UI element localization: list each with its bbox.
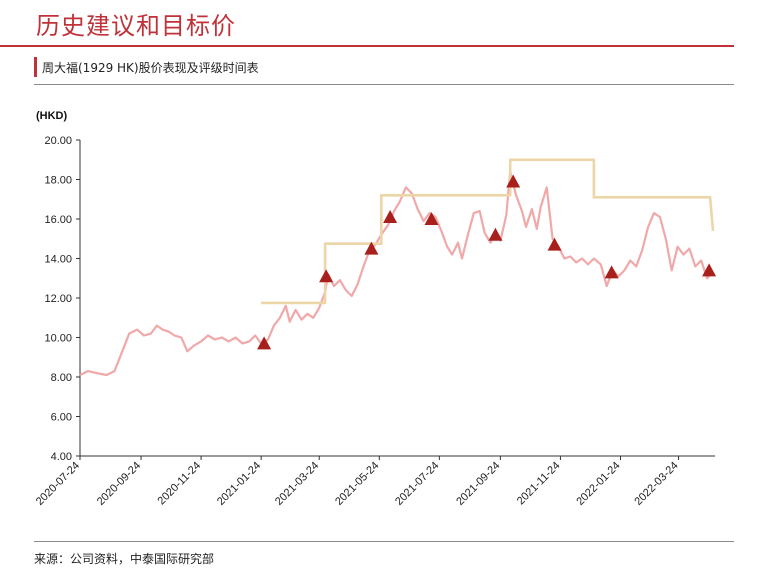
y-tick-label: 14.00 (44, 254, 72, 266)
rating-marker (604, 265, 619, 279)
x-tick-label: 2021-05-24 (333, 460, 381, 508)
title-divider (0, 45, 734, 47)
x-axis: 2020-07-24 2020-09-24 2020-11-24 2021-01-24… (34, 455, 715, 508)
y-axis: 4.00 6.00 8.00 10.00 12.00 14.00 16.00 18.00 20.… (44, 135, 81, 463)
rating-marker (547, 237, 562, 251)
x-tick-label: 2020-07-24 (34, 460, 82, 508)
rating-marker (383, 210, 398, 224)
source-divider (34, 541, 734, 542)
x-tick-label: 2021-07-24 (393, 460, 441, 508)
rating-marker (506, 174, 521, 188)
rating-marker (257, 336, 272, 350)
subtitle-accent-bar (34, 57, 37, 77)
y-tick-label: 8.00 (51, 372, 72, 384)
page-title: 历史建议和目标价 (36, 12, 236, 40)
target-price-series-line (261, 158, 715, 305)
x-tick-label: 2022-01-24 (574, 460, 622, 508)
x-tick-label: 2022-03-24 (632, 460, 680, 508)
y-tick-label: 6.00 (51, 412, 72, 424)
rating-marker (424, 212, 439, 225)
y-tick-label: 16.00 (44, 214, 72, 226)
rating-marker (319, 269, 334, 283)
x-tick-label: 2021-03-24 (273, 460, 321, 508)
chart-subtitle: 周大福(1929 HK)股价表现及评级时间表 (42, 61, 259, 75)
rating-marker (364, 241, 379, 255)
y-tick-label: 10.00 (44, 333, 72, 345)
x-tick-label: 2020-11-24 (156, 460, 204, 508)
y-axis-unit: (HKD) (36, 110, 67, 122)
share-price-series-line (79, 170, 714, 377)
y-tick-label: 20.00 (44, 135, 72, 147)
x-tick-label: 2020-09-24 (95, 460, 143, 508)
x-tick-label: 2021-09-24 (454, 460, 502, 508)
rating-marker (702, 263, 717, 277)
y-tick-label: 18.00 (44, 175, 72, 187)
y-tick-label: 4.00 (51, 451, 72, 463)
rating-marker (488, 227, 503, 241)
y-tick-label: 12.00 (44, 293, 72, 305)
x-tick-label: 2021-01-24 (215, 460, 263, 508)
subtitle-divider (34, 84, 734, 85)
source-note: 来源：公司资料，中泰国际研究部 (34, 552, 215, 566)
x-tick-label: 2021-11-24 (515, 460, 563, 508)
plot-area (79, 158, 717, 377)
